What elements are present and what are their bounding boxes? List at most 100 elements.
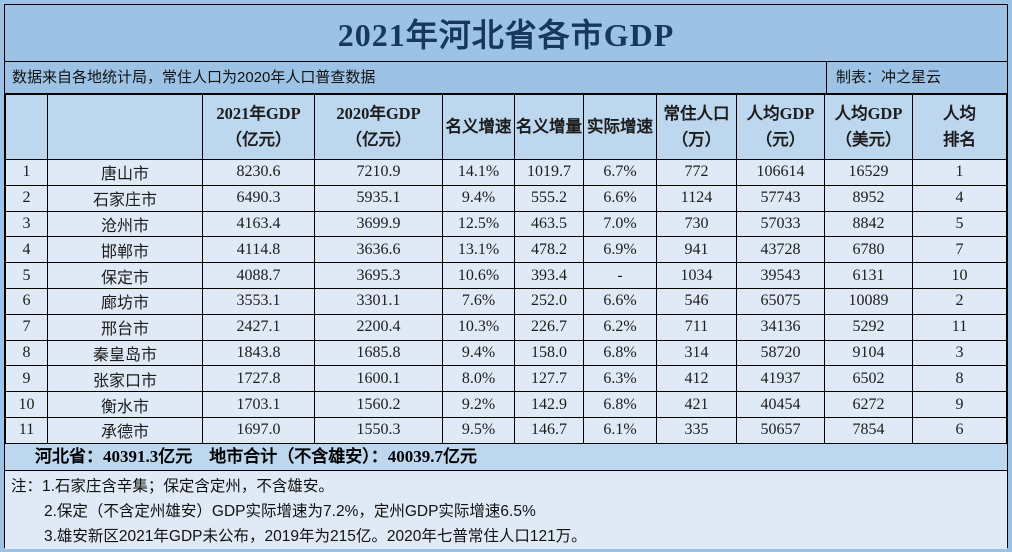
footnote-2: 2.保定（不含定州雄安）GDP实际增速为7.2%，定州GDP实际增速6.5% bbox=[44, 502, 536, 520]
column-header-city bbox=[47, 94, 203, 160]
cell-per-capita-rank: 8 bbox=[912, 365, 1007, 393]
cell-city: 衡水市 bbox=[47, 391, 203, 418]
cell-real-growth: 6.2% bbox=[583, 313, 657, 341]
table-row: 6 廊坊市 3553.1 3301.1 7.6% 252.0 6.6% 546 65075 100… bbox=[5, 287, 1007, 315]
cell-population: 421 bbox=[656, 391, 737, 418]
cell-rank: 4 bbox=[5, 236, 48, 264]
cell-gdp-per-capita-usd: 5292 bbox=[824, 313, 913, 341]
cell-gdp-per-capita-cny: 57743 bbox=[736, 184, 825, 212]
cell-nominal-growth: 10.6% bbox=[442, 262, 515, 289]
cell-city: 张家口市 bbox=[47, 365, 203, 393]
footnote-1: 注：1.石家庄含辛集；保定含定州，不含雄安。 bbox=[11, 477, 334, 495]
cell-gdp-2021: 6490.3 bbox=[202, 184, 315, 212]
cell-real-growth: 6.8% bbox=[583, 391, 657, 418]
cell-real-growth: 6.8% bbox=[583, 339, 657, 367]
column-header-rank bbox=[5, 94, 48, 160]
cell-nominal-growth: 9.2% bbox=[442, 391, 515, 418]
cell-population: 772 bbox=[656, 159, 737, 186]
cell-gdp-per-capita-usd: 8952 bbox=[824, 184, 913, 212]
cell-nominal-growth: 14.1% bbox=[442, 159, 515, 186]
cell-real-growth: 6.3% bbox=[583, 365, 657, 393]
cell-per-capita-rank: 10 bbox=[912, 262, 1007, 289]
cell-gdp-per-capita-usd: 10089 bbox=[824, 287, 913, 315]
cell-population: 335 bbox=[656, 416, 737, 444]
cell-nominal-growth: 13.1% bbox=[442, 236, 515, 264]
cell-gdp-2020: 1560.2 bbox=[314, 391, 443, 418]
cell-rank: 9 bbox=[5, 365, 48, 393]
cell-gdp-2020: 3695.3 bbox=[314, 262, 443, 289]
cell-population: 1034 bbox=[656, 262, 737, 289]
gdp-table: 2021年GDP （亿元） 2020年GDP （亿元） 名义增速 名义增量 实际增速 常住人口… bbox=[5, 94, 1007, 444]
cell-gdp-2021: 1727.8 bbox=[202, 365, 315, 393]
cell-population: 711 bbox=[656, 313, 737, 341]
column-header-nominal-growth: 名义增速 bbox=[442, 94, 515, 160]
cell-gdp-2020: 5935.1 bbox=[314, 184, 443, 212]
cell-real-growth: 7.0% bbox=[583, 210, 657, 238]
cell-real-growth: 6.1% bbox=[583, 416, 657, 444]
page-title: 2021年河北省各市GDP bbox=[5, 5, 1007, 62]
cell-per-capita-rank: 2 bbox=[912, 287, 1007, 315]
cell-city: 石家庄市 bbox=[47, 184, 203, 212]
cell-per-capita-rank: 5 bbox=[912, 210, 1007, 238]
cell-gdp-per-capita-usd: 9104 bbox=[824, 339, 913, 367]
cell-nominal-increment: 146.7 bbox=[514, 416, 584, 444]
cell-gdp-per-capita-cny: 40454 bbox=[736, 391, 825, 418]
cell-rank: 5 bbox=[5, 262, 48, 289]
cell-population: 941 bbox=[656, 236, 737, 264]
cell-population: 730 bbox=[656, 210, 737, 238]
cell-gdp-2021: 3553.1 bbox=[202, 287, 315, 315]
subtitle-band: 数据来自各地统计局，常住人口为2020年人口普查数据 制表：冲之星云 bbox=[5, 62, 1007, 94]
cell-city: 承德市 bbox=[47, 416, 203, 444]
column-header-gdp-2020: 2020年GDP （亿元） bbox=[314, 94, 443, 160]
cell-gdp-2020: 7210.9 bbox=[314, 159, 443, 186]
table-row: 11 承德市 1697.0 1550.3 9.5% 146.7 6.1% 335 50657 78… bbox=[5, 416, 1007, 444]
cell-gdp-per-capita-cny: 65075 bbox=[736, 287, 825, 315]
author-credit: 制表：冲之星云 bbox=[826, 62, 1007, 93]
table-header-row: 2021年GDP （亿元） 2020年GDP （亿元） 名义增速 名义增量 实际增速 常住人口… bbox=[5, 94, 1007, 160]
cell-gdp-per-capita-usd: 6272 bbox=[824, 391, 913, 418]
cell-nominal-increment: 142.9 bbox=[514, 391, 584, 418]
cell-gdp-2021: 1843.8 bbox=[202, 339, 315, 367]
cell-city: 邯郸市 bbox=[47, 236, 203, 264]
table-row: 3 沧州市 4163.4 3699.9 12.5% 463.5 7.0% 730 57033 88… bbox=[5, 210, 1007, 238]
cell-gdp-per-capita-cny: 57033 bbox=[736, 210, 825, 238]
cell-city: 沧州市 bbox=[47, 210, 203, 238]
cell-real-growth: 6.9% bbox=[583, 236, 657, 264]
cell-nominal-growth: 9.5% bbox=[442, 416, 515, 444]
cell-nominal-growth: 8.0% bbox=[442, 365, 515, 393]
cell-rank: 2 bbox=[5, 184, 48, 212]
cell-nominal-increment: 393.4 bbox=[514, 262, 584, 289]
cell-rank: 11 bbox=[5, 416, 48, 444]
column-header-gdp-per-capita-cny: 人均GDP （元） bbox=[736, 94, 825, 160]
table-header: 2021年GDP （亿元） 2020年GDP （亿元） 名义增速 名义增量 实际增速 常住人口… bbox=[5, 94, 1007, 160]
cell-gdp-2021: 1703.1 bbox=[202, 391, 315, 418]
cell-gdp-per-capita-cny: 39543 bbox=[736, 262, 825, 289]
cell-city: 邢台市 bbox=[47, 313, 203, 341]
cell-real-growth: 6.7% bbox=[583, 159, 657, 186]
cell-gdp-2021: 8230.6 bbox=[202, 159, 315, 186]
cell-gdp-2020: 3636.6 bbox=[314, 236, 443, 264]
table-row: 7 邢台市 2427.1 2200.4 10.3% 226.7 6.2% 711 34136 52… bbox=[5, 313, 1007, 341]
cell-per-capita-rank: 6 bbox=[912, 416, 1007, 444]
cell-rank: 7 bbox=[5, 313, 48, 341]
cell-gdp-2021: 4114.8 bbox=[202, 236, 315, 264]
cell-rank: 10 bbox=[5, 391, 48, 418]
cell-nominal-growth: 9.4% bbox=[442, 184, 515, 212]
cell-nominal-increment: 1019.7 bbox=[514, 159, 584, 186]
cell-gdp-per-capita-cny: 50657 bbox=[736, 416, 825, 444]
table-row: 8 秦皇岛市 1843.8 1685.8 9.4% 158.0 6.8% 314 58720 91… bbox=[5, 339, 1007, 367]
infographic-frame: 2021年河北省各市GDP 数据来自各地统计局，常住人口为2020年人口普查数据… bbox=[4, 4, 1008, 549]
cell-per-capita-rank: 1 bbox=[912, 159, 1007, 186]
cell-nominal-increment: 158.0 bbox=[514, 339, 584, 367]
cell-gdp-2020: 1600.1 bbox=[314, 365, 443, 393]
table-body: 1 唐山市 8230.6 7210.9 14.1% 1019.7 6.7% 772 106614… bbox=[5, 159, 1007, 444]
province-total-summary: 河北省：40391.3亿元 地市合计（不含雄安）：40039.7亿元 bbox=[5, 443, 1007, 471]
footnote-3: 3.雄安新区2021年GDP未公布，2019年为215亿。2020年七普常住人口… bbox=[44, 527, 587, 545]
cell-nominal-growth: 12.5% bbox=[442, 210, 515, 238]
cell-gdp-per-capita-cny: 58720 bbox=[736, 339, 825, 367]
cell-gdp-per-capita-usd: 16529 bbox=[824, 159, 913, 186]
table-row: 5 保定市 4088.7 3695.3 10.6% 393.4-1034 39543 6131… bbox=[5, 262, 1007, 289]
cell-population: 314 bbox=[656, 339, 737, 367]
cell-gdp-per-capita-cny: 41937 bbox=[736, 365, 825, 393]
cell-gdp-2021: 2427.1 bbox=[202, 313, 315, 341]
